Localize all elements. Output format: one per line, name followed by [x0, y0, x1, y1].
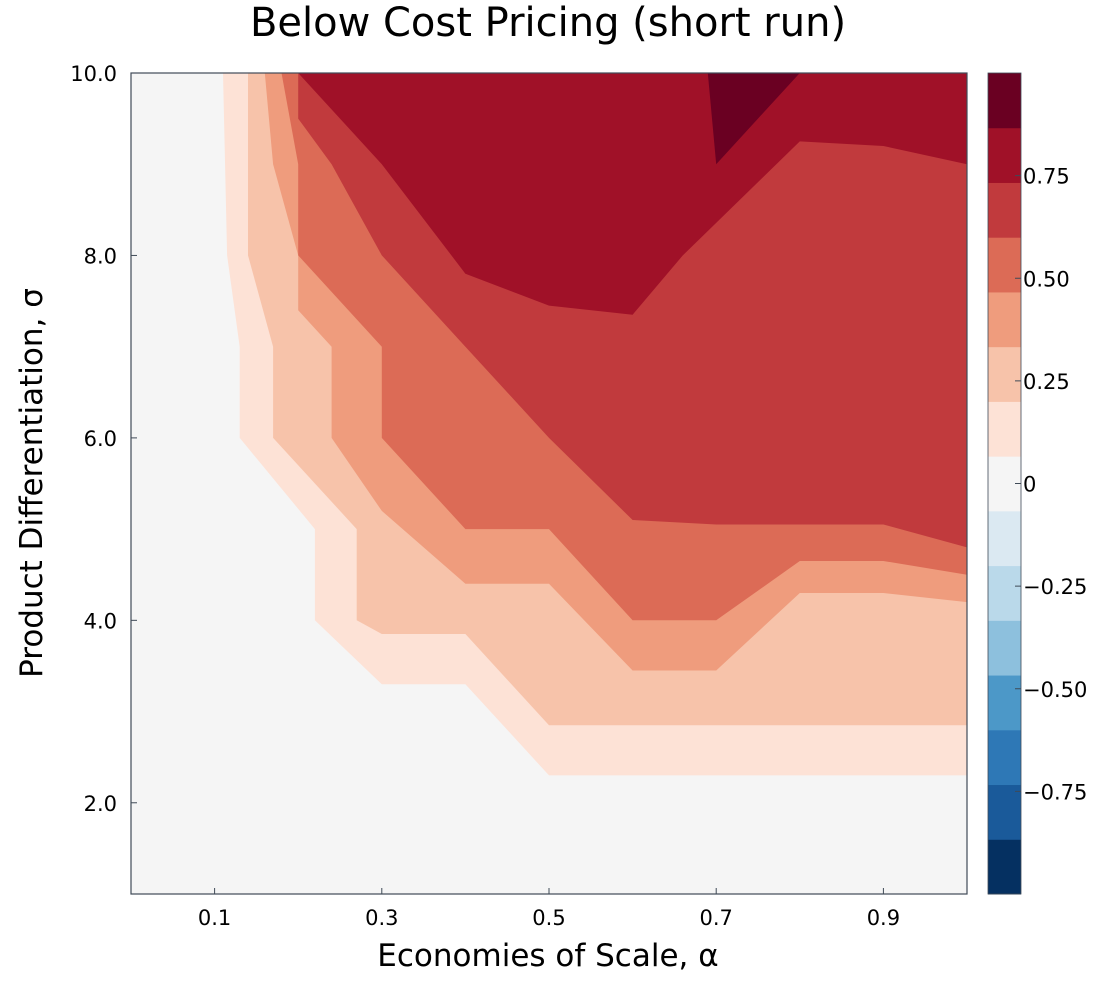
y-tick-label: 6.0 — [84, 427, 117, 451]
x-tick-label: 0.1 — [198, 906, 231, 930]
colorbar-tick-label: −0.25 — [1023, 575, 1087, 599]
colorbar-segment — [988, 73, 1021, 129]
colorbar-tick-label: 0.25 — [1023, 370, 1070, 394]
x-tick-label: 0.9 — [867, 906, 900, 930]
y-axis-label: Product Differentiation, σ — [14, 288, 50, 678]
y-tick-label: 10.0 — [70, 62, 117, 86]
chart-title: Below Cost Pricing (short run) — [250, 0, 846, 46]
y-tick-label: 8.0 — [84, 244, 117, 268]
contour-plot — [131, 73, 967, 894]
x-tick-label: 0.5 — [532, 906, 565, 930]
colorbar-tick-label: 0 — [1023, 473, 1036, 497]
colorbar-segment — [988, 729, 1021, 786]
colorbar-segment — [988, 237, 1021, 293]
x-tick-label: 0.7 — [699, 906, 732, 930]
colorbar-tick-label: 0.50 — [1023, 267, 1070, 291]
y-tick-label: 4.0 — [84, 609, 117, 633]
colorbar-segment — [988, 510, 1021, 567]
contour-band-6 — [707, 73, 800, 165]
y-tick-label: 2.0 — [84, 792, 117, 816]
colorbar-segment — [988, 127, 1021, 183]
y-axis-ticks: 2.0 4.0 6.0 8.0 10.0 — [70, 62, 137, 816]
colorbar-tick-label: −0.75 — [1023, 780, 1087, 804]
colorbar-segment — [988, 839, 1021, 895]
colorbar-tick-label: 0.75 — [1023, 165, 1070, 189]
x-tick-label: 0.3 — [365, 906, 398, 930]
colorbar-segment — [988, 675, 1021, 731]
colorbar-segment — [988, 784, 1021, 840]
colorbar-segment — [988, 346, 1021, 402]
colorbar-segment — [988, 620, 1021, 676]
colorbar-segment — [988, 401, 1021, 457]
colorbar-tick-label: −0.50 — [1023, 678, 1087, 702]
colorbar-segment — [988, 565, 1021, 621]
x-axis-label: Economies of Scale, α — [377, 938, 718, 974]
colorbar-segment — [988, 291, 1021, 348]
contour-band-5 — [298, 73, 967, 315]
colorbar: 0.75 0.50 0.25 0 −0.25 −0.50 −0.75 — [987, 72, 1087, 895]
x-axis-ticks: 0.1 0.3 0.5 0.7 0.9 — [198, 888, 900, 930]
colorbar-segment — [988, 182, 1021, 238]
